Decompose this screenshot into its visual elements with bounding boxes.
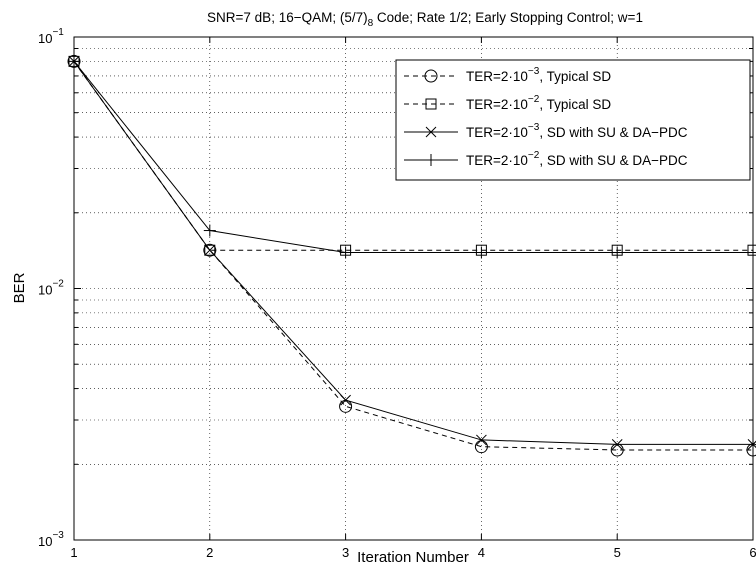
marker-square [425,98,437,110]
chart-title: SNR=7 dB; 16−QAM; (5/7)8 Code; Rate 1/2;… [207,10,643,29]
marker-circle [424,69,438,83]
y-tick-label: 10−1 [38,27,64,46]
marker-x [340,394,351,406]
y-tick-label: 10−3 [38,530,64,549]
legend-entry-2: TER=2·10−2, Typical SD [404,94,611,112]
legend: TER=2·10−3, Typical SD TER=2·10−2, Typica… [395,59,751,181]
legend-entry-3: TER=2·10−3, SD with SU & DA−PDC [404,122,688,140]
x-tick-label: 5 [614,545,621,560]
marker-square [204,244,216,256]
marker-plus [425,154,437,166]
x-axis-label: Iteration Number [357,549,469,566]
x-tick-label: 1 [70,545,77,560]
legend-label: TER=2·10−2, Typical SD [466,94,611,112]
y-tick-label: 10−2 [38,279,64,298]
legend-label: TER=2·10−3, SD with SU & DA−PDC [466,122,688,140]
marker-x [476,434,487,446]
marker-plus [203,224,216,237]
x-tick-label: 2 [206,545,213,560]
x-tick-label: 3 [342,545,349,560]
marker-plus [475,246,488,259]
marker-x [611,439,623,450]
x-tick-label: 4 [478,545,485,560]
legend-entry-1: TER=2·10−3, Typical SD [404,66,611,84]
legend-label: TER=2·10−2, SD with SU & DA−PDC [466,150,688,168]
marker-circle [474,440,488,454]
series-3 [68,56,756,450]
series-line [73,61,753,254]
marker-x [204,244,216,256]
axes: 1 2 3 4 5 6 10−1 10−2 10−3 [38,27,756,560]
x-tick-label: 6 [749,545,756,560]
y-axis-label: BER [11,272,28,303]
series-line [73,61,753,445]
marker-plus [339,246,352,259]
legend-label: TER=2·10−3, Typical SD [466,66,611,84]
marker-plus [611,246,624,259]
legend-entry-4: TER=2·10−2, SD with SU & DA−PDC [404,150,688,168]
marker-x [425,126,437,138]
